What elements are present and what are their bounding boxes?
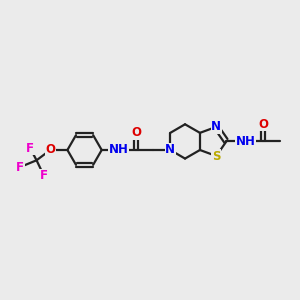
Text: NH: NH: [236, 135, 256, 148]
Text: F: F: [40, 169, 48, 182]
Text: F: F: [26, 142, 34, 155]
Text: O: O: [45, 143, 55, 157]
Text: F: F: [16, 160, 24, 174]
Text: O: O: [258, 118, 268, 131]
Text: N: N: [211, 120, 221, 134]
Text: NH: NH: [109, 143, 129, 157]
Text: S: S: [212, 149, 220, 163]
Text: N: N: [165, 143, 175, 157]
Text: O: O: [131, 126, 141, 140]
